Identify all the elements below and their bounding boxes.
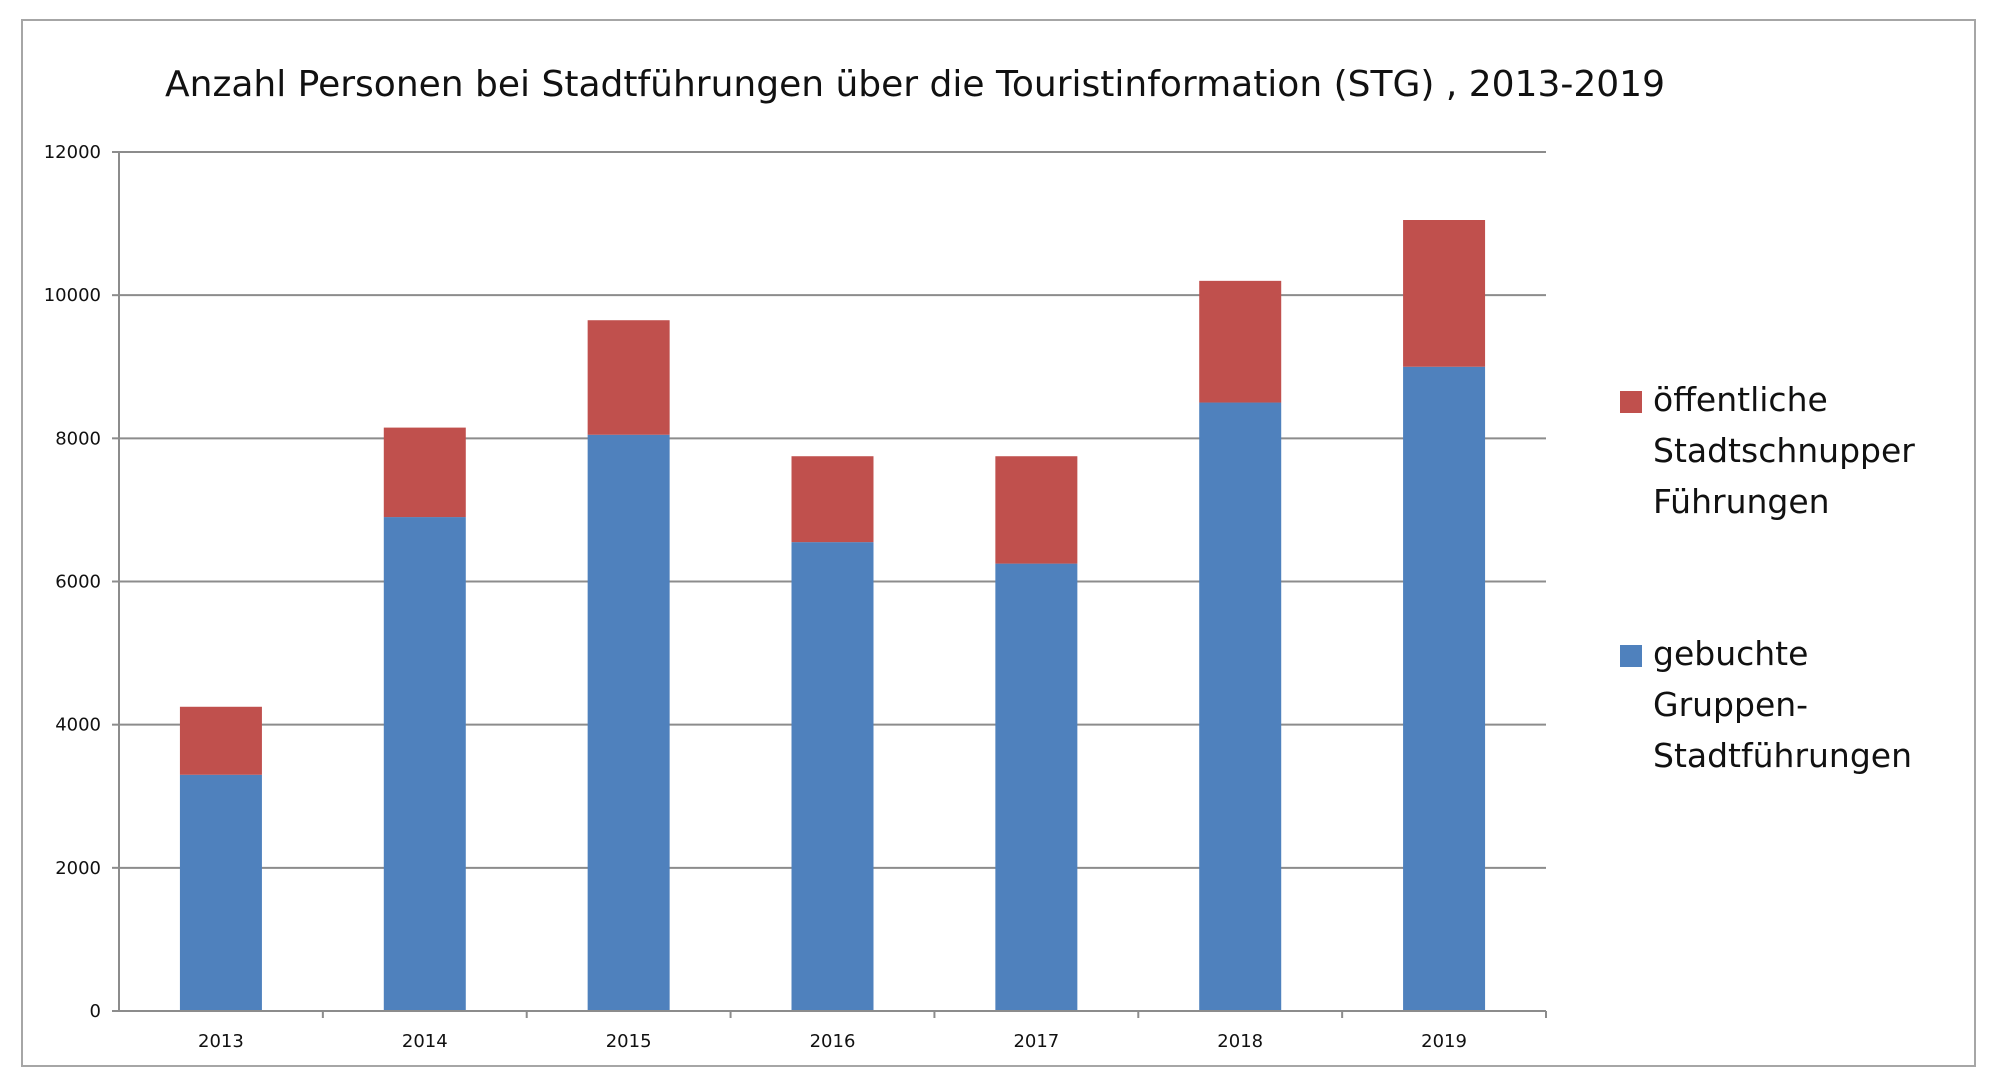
x-tick-label: 2014 [402, 1031, 448, 1052]
legend-swatch [1620, 645, 1642, 667]
legend-swatch [1620, 391, 1642, 413]
bar-2019-gebuchte [1403, 366, 1486, 1011]
bar-2018-gebuchte [1199, 402, 1282, 1012]
bar-2016-gebuchte [791, 542, 874, 1011]
x-tick-label: 2015 [606, 1031, 652, 1052]
bar-2017-oeffentliche [995, 456, 1078, 564]
chart-frame [21, 19, 1976, 1067]
legend-label: Führungen [1653, 482, 1830, 521]
bar-2019-oeffentliche [1403, 220, 1486, 367]
legend-label: öffentliche [1653, 380, 1828, 419]
legend-label: gebuchte [1653, 634, 1809, 673]
bar-2014-gebuchte [383, 517, 466, 1011]
bar-2013-oeffentliche [179, 706, 262, 775]
bar-2018-oeffentliche [1199, 280, 1282, 403]
bar-2017-gebuchte [995, 563, 1078, 1011]
bar-2014-oeffentliche [383, 427, 466, 518]
y-tick-label: 4000 [55, 715, 101, 736]
legend-label: Gruppen- [1653, 685, 1809, 724]
y-tick-label: 6000 [55, 572, 101, 593]
x-tick-label: 2013 [198, 1031, 244, 1052]
x-tick-label: 2017 [1013, 1031, 1059, 1052]
x-tick-label: 2018 [1217, 1031, 1263, 1052]
legend-label: Stadtschnupper [1653, 431, 1915, 470]
y-tick-label: 10000 [44, 285, 101, 306]
y-tick-label: 8000 [55, 428, 101, 449]
bar-2015-oeffentliche [587, 320, 670, 435]
bar-2016-oeffentliche [791, 456, 874, 543]
legend-label: Stadtführungen [1653, 736, 1913, 775]
bar-2013-gebuchte [179, 774, 262, 1011]
chart-title: Anzahl Personen bei Stadtführungen über … [165, 64, 1665, 105]
y-tick-label: 2000 [55, 858, 101, 879]
y-tick-label: 0 [90, 1001, 101, 1022]
x-tick-label: 2016 [810, 1031, 856, 1052]
bar-2015-gebuchte [587, 434, 670, 1012]
x-tick-label: 2019 [1421, 1031, 1467, 1052]
y-tick-label: 12000 [44, 142, 101, 163]
